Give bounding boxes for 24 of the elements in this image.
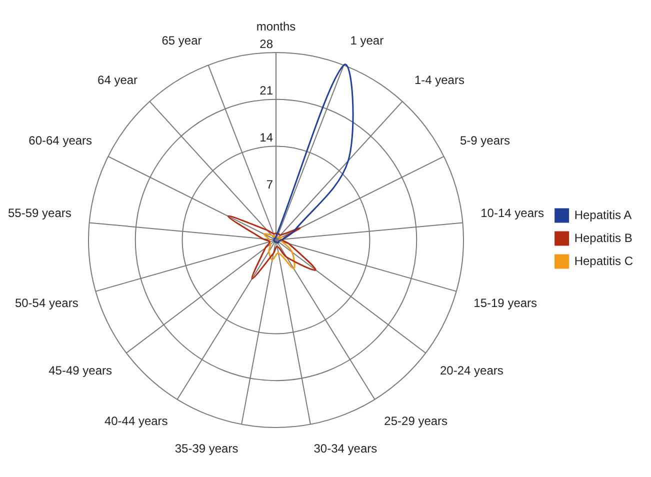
spoke-label: 50-54 years (14, 296, 78, 310)
spoke-label: 65 year (162, 33, 202, 48)
spoke-label: 20-24 years (440, 363, 504, 378)
spoke-label: 35-39 years (174, 442, 238, 456)
legend-label: Hepatitis A (574, 208, 632, 222)
spoke-label: months (256, 20, 296, 34)
spoke-label: 15-19 years (474, 296, 538, 310)
spoke-label: 45-49 years (48, 363, 112, 378)
spoke-label: 10-14 years (480, 206, 544, 220)
y-tick-label: 7 (266, 177, 274, 192)
spoke-label: 40-44 years (104, 414, 168, 428)
spoke-label: 30-34 years (314, 442, 378, 456)
spoke-label: 55-59 years (8, 206, 72, 220)
spoke-label: 64 year (98, 73, 138, 88)
legend-label: Hepatitis C (574, 254, 634, 268)
spoke-label: 5-9 years (460, 134, 510, 148)
legend-label: Hepatitis B (574, 230, 632, 245)
y-tick-label: 21 (260, 84, 274, 98)
spoke-label: 1-4 years (414, 73, 464, 88)
spoke-label: 1 year (350, 33, 384, 48)
spoke-label: 60-64 years (28, 134, 92, 148)
y-tick-label: 28 (260, 36, 274, 51)
spoke-label: 25-29 years (384, 414, 448, 428)
y-tick-label: 14 (260, 130, 274, 145)
